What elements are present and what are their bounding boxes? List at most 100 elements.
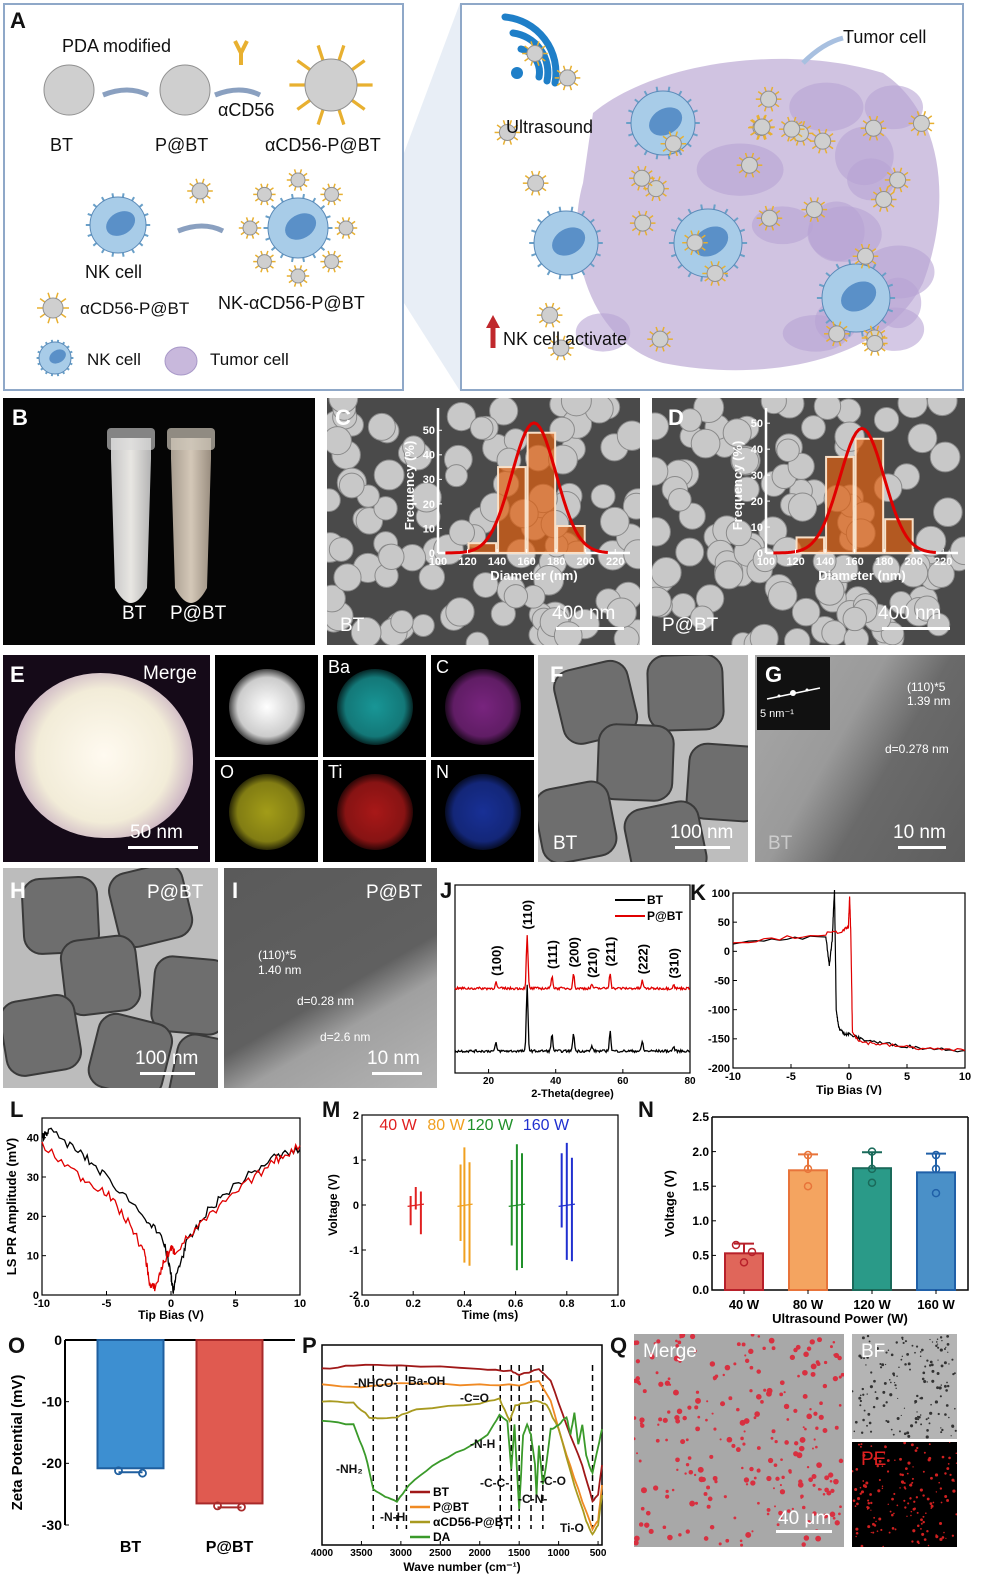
antibody-icon bbox=[770, 106, 774, 112]
cell-dot bbox=[706, 1504, 711, 1509]
nanoparticle bbox=[553, 621, 583, 645]
cell-dot bbox=[926, 1381, 928, 1383]
cell-dot bbox=[664, 1380, 671, 1386]
cell-dot bbox=[911, 1344, 914, 1347]
antibody-icon bbox=[293, 186, 297, 191]
cell-dot bbox=[906, 1431, 910, 1435]
particle-icon bbox=[634, 214, 652, 232]
y-tick-label: 0 bbox=[724, 946, 730, 958]
cell-dot bbox=[811, 1365, 815, 1369]
cell-dot bbox=[733, 1516, 737, 1520]
y-tick-label: 10 bbox=[423, 523, 435, 535]
histogram-bar bbox=[497, 466, 527, 554]
cell-dot bbox=[879, 1366, 883, 1369]
cell-dot bbox=[931, 1379, 935, 1383]
cell-dot bbox=[914, 1449, 918, 1452]
panel-b-photo bbox=[3, 398, 315, 645]
cell-dot bbox=[883, 1453, 886, 1455]
x-tick-label: 0 bbox=[846, 1071, 852, 1083]
antibody-icon bbox=[780, 133, 786, 138]
cell-dot bbox=[915, 1496, 919, 1499]
antibody-icon bbox=[351, 59, 366, 72]
cell-dot bbox=[634, 1535, 640, 1542]
y-axis-label: Frequency (%) bbox=[730, 441, 745, 531]
nanocube bbox=[685, 742, 748, 823]
cell-dot bbox=[860, 1544, 864, 1547]
cell-dot bbox=[714, 1480, 718, 1484]
antibody-icon bbox=[513, 136, 519, 141]
particle-icon bbox=[686, 234, 704, 252]
antibody-icon bbox=[880, 335, 886, 340]
cell-dot bbox=[953, 1489, 956, 1492]
cell-dot bbox=[762, 1346, 766, 1351]
cell-dot bbox=[938, 1521, 943, 1526]
antibody-icon bbox=[524, 187, 530, 192]
antibody-icon bbox=[704, 277, 710, 282]
panel-letter-m: M bbox=[322, 1097, 341, 1122]
cell-dot bbox=[916, 1411, 918, 1413]
antibody-icon bbox=[763, 86, 767, 92]
panel-i-scale-label: 10 nm bbox=[367, 1048, 420, 1069]
cell-dot bbox=[775, 1476, 780, 1481]
panel-d-scale-label: 400 nm bbox=[878, 603, 942, 624]
nk-acd56-pbt-label: NK-αCD56-P@BT bbox=[218, 293, 365, 313]
y-tick-label: -150 bbox=[708, 1034, 730, 1046]
cell-dot bbox=[921, 1532, 925, 1536]
cell-dot bbox=[867, 1501, 871, 1505]
antibody-icon bbox=[265, 183, 269, 188]
antibody-icon bbox=[811, 145, 817, 150]
bar bbox=[195, 1339, 264, 1505]
antibody-icon bbox=[903, 171, 909, 176]
cell-dot bbox=[940, 1384, 942, 1386]
nanoparticle bbox=[327, 584, 346, 613]
cell-dot bbox=[866, 1393, 868, 1395]
cell-dot bbox=[636, 1452, 639, 1455]
antibody-icon bbox=[838, 341, 842, 347]
cell-dot bbox=[665, 1438, 668, 1442]
x-tick-label: 5 bbox=[904, 1071, 910, 1083]
cell-dot bbox=[887, 1503, 889, 1506]
cell-dot bbox=[638, 1382, 642, 1386]
antibody-icon bbox=[787, 116, 791, 122]
particle-icon bbox=[526, 45, 544, 63]
panel-letter-h: H bbox=[10, 878, 26, 903]
data-point bbox=[867, 1164, 877, 1174]
cell-dot bbox=[888, 1378, 891, 1381]
cell-dot bbox=[838, 1458, 844, 1464]
cell-dot bbox=[914, 1416, 918, 1421]
antibody-icon bbox=[201, 198, 205, 204]
antibody-icon bbox=[923, 110, 927, 117]
antibody-icon bbox=[336, 231, 341, 236]
cell-dot bbox=[873, 1379, 876, 1383]
nanoparticle bbox=[327, 426, 352, 456]
cell-dot bbox=[824, 1475, 830, 1481]
cell-dot bbox=[859, 1399, 863, 1403]
antibody-icon bbox=[757, 103, 763, 108]
cell-dot bbox=[907, 1434, 911, 1438]
q-scale-bar bbox=[776, 1530, 832, 1533]
cell-dot bbox=[903, 1432, 907, 1436]
cell-dot bbox=[852, 1470, 854, 1473]
antibody-icon bbox=[637, 185, 641, 191]
cell-dot bbox=[896, 1375, 898, 1378]
y-tick-label: 10 bbox=[751, 522, 763, 534]
x-tick-label: 0.0 bbox=[354, 1298, 369, 1310]
cell-dot bbox=[817, 1337, 823, 1343]
cell-dot bbox=[926, 1497, 930, 1501]
cell-dot bbox=[852, 1390, 854, 1393]
x-tick-label: 0.8 bbox=[559, 1298, 574, 1310]
y-tick-label: 0.0 bbox=[692, 1283, 709, 1297]
antibody-icon bbox=[336, 197, 342, 202]
antibody-icon bbox=[679, 135, 685, 140]
cell-dot bbox=[878, 1459, 882, 1463]
cell-dot bbox=[833, 1352, 840, 1359]
cell-dot bbox=[855, 1527, 859, 1531]
particle-icon bbox=[647, 180, 665, 198]
antibody-icon bbox=[751, 118, 757, 123]
antibody-icon bbox=[755, 169, 761, 174]
cell-dot bbox=[882, 1404, 886, 1408]
cell-dot bbox=[810, 1371, 816, 1377]
cell-dot bbox=[896, 1417, 900, 1421]
nanoparticle bbox=[933, 497, 963, 528]
